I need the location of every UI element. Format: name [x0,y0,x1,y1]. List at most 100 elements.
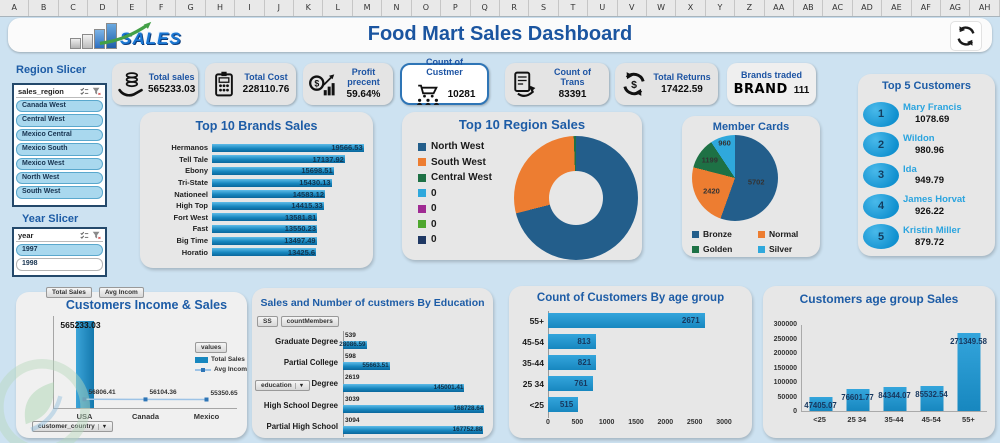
column-header-k[interactable]: K [294,0,324,16]
chart-title: Top 10 Region Sales [458,117,586,132]
avg-incom-point-label: 56806.41 [88,389,116,397]
column-header-f[interactable]: F [147,0,177,16]
legend-item-bronze: Bronze [692,229,758,239]
x-axis-tick: 500 [571,419,584,426]
column-header-t[interactable]: T [559,0,589,16]
slicer-item-mexico-central[interactable]: Mexico Central [16,128,103,142]
age-sales-bar [957,333,980,411]
column-header-q[interactable]: Q [471,0,500,16]
column-header-e[interactable]: E [118,0,148,16]
y-axis-tick: 250000 [773,335,797,343]
legend-item-south-west: South West [418,155,492,171]
column-header-c[interactable]: C [59,0,89,16]
slicer-item-north-west[interactable]: North West [16,171,103,185]
column-header-o[interactable]: O [412,0,442,16]
brand-label: Horatio [181,247,208,257]
slicer-item-central-west[interactable]: Central West [16,114,103,127]
clear-filter-icon[interactable]: × [92,231,101,240]
excel-column-headers: A B C D E F G H I J K L M N O P Q R S T U V W X Y Z AA AB AC AD AE AF AG… [0,0,1000,17]
brand-value: 13497.49 [284,236,316,246]
brand-bar: 13497.49 [212,236,317,246]
column-header-a[interactable]: A [0,0,30,16]
field-button-avg-incom[interactable]: Avg Incom [98,287,144,298]
column-header-d[interactable]: D [88,0,118,16]
field-button-ss[interactable]: SS [257,316,278,327]
clear-filter-icon[interactable]: × [92,87,101,96]
age-sales-bar [883,386,906,411]
brand-label: High Top [176,201,208,211]
column-header-p[interactable]: P [441,0,471,16]
brand-bar: 15698.51 [212,166,334,175]
column-header-ac[interactable]: AC [823,0,853,16]
slicer-item-mexico-west[interactable]: Mexico West [16,157,103,170]
column-header-x[interactable]: X [676,0,706,16]
column-header-ah[interactable]: AH [970,0,1000,16]
column-header-ab[interactable]: AB [794,0,824,16]
legend-label: Bronze [703,229,732,239]
header-bar: SALES Food Mart Sales Dashboard [8,18,992,52]
column-header-h[interactable]: H [206,0,236,16]
sales-logo: SALES [70,21,182,49]
kpi-label: Brands traded [740,70,802,81]
age-count-row: 25 34 761 [517,373,724,394]
column-header-ae[interactable]: AE [882,0,912,16]
brand-row: Big Time 13497.49 [148,235,367,247]
column-header-y[interactable]: Y [706,0,736,16]
education-row: High School Degree 3039 168728.64 [254,395,487,416]
kpi-value: 228110.76 [242,84,290,96]
age-count-value: 515 [559,400,574,409]
column-header-s[interactable]: S [529,0,559,16]
legend-label: Silver [769,244,793,254]
legend-label: South West [431,156,486,168]
field-button-countmembers[interactable]: countMembers [280,316,339,327]
education-row: Graduate Degree 539 28086.59 [254,331,487,352]
brand-label: Fort West [173,212,208,222]
column-header-n[interactable]: N [382,0,412,16]
legend-item-normal: Normal [758,229,816,239]
x-axis-tick: 3000 [716,419,732,426]
svg-text:×: × [98,91,101,96]
kpi-brands-traded: Brands traded BRAND 111 [727,63,816,105]
brand-value: 14583.12 [292,189,325,199]
column-header-z[interactable]: Z [735,0,765,16]
column-header-l[interactable]: L [323,0,353,16]
column-header-m[interactable]: M [353,0,383,16]
column-header-aa[interactable]: AA [765,0,794,16]
column-header-b[interactable]: B [29,0,59,16]
slicer-item-south-west[interactable]: South West [16,186,103,199]
multi-select-icon[interactable] [80,87,89,96]
age-sales-slot: 84344.07 [876,325,913,411]
legend-label: 0 [431,234,437,246]
refresh-button[interactable] [950,21,982,51]
chart-title: Sales and Number of custmers By Educatio… [260,297,485,309]
column-header-j[interactable]: J [265,0,295,16]
combo-chart-plot: 565233.03 56806.41 56104.36 55350.65 USA Cana… [53,316,238,421]
education-dropdown[interactable]: education ▼ [255,380,311,391]
column-header-af[interactable]: AF [912,0,941,16]
column-header-r[interactable]: R [500,0,530,16]
brand-value: 14415.33 [291,201,323,211]
multi-select-icon[interactable] [80,231,89,240]
age-sales-slot: 85532.54 [913,325,950,411]
slicer-item-mexico-south[interactable]: Mexico South [16,143,103,156]
education-label: Partial College [283,358,338,368]
column-header-ag[interactable]: AG [941,0,971,16]
customer-country-dropdown[interactable]: customer_country ▼ [32,421,114,432]
legend-values-button[interactable]: values [195,342,228,353]
column-header-u[interactable]: U [588,0,618,16]
column-header-g[interactable]: G [176,0,206,16]
slicer-item-1997[interactable]: 1997 [16,244,103,257]
slicer-item-canada-west[interactable]: Canada West [16,100,103,113]
cart-customers-icon [414,78,442,110]
column-header-ad[interactable]: AD [853,0,883,16]
column-header-w[interactable]: W [647,0,677,16]
rank-badge: 1 [863,101,899,127]
column-header-v[interactable]: V [618,0,647,16]
age-sales-value: 84344.07 [878,390,911,400]
slicer-item-1998[interactable]: 1998 [16,258,103,271]
brand-label: Fast [192,224,208,234]
education-sales-value: 55663.51 [362,362,389,370]
field-button-total-sales[interactable]: Total Sales [46,287,92,298]
brand-label: Big Time [176,236,208,246]
column-header-i[interactable]: I [235,0,265,16]
